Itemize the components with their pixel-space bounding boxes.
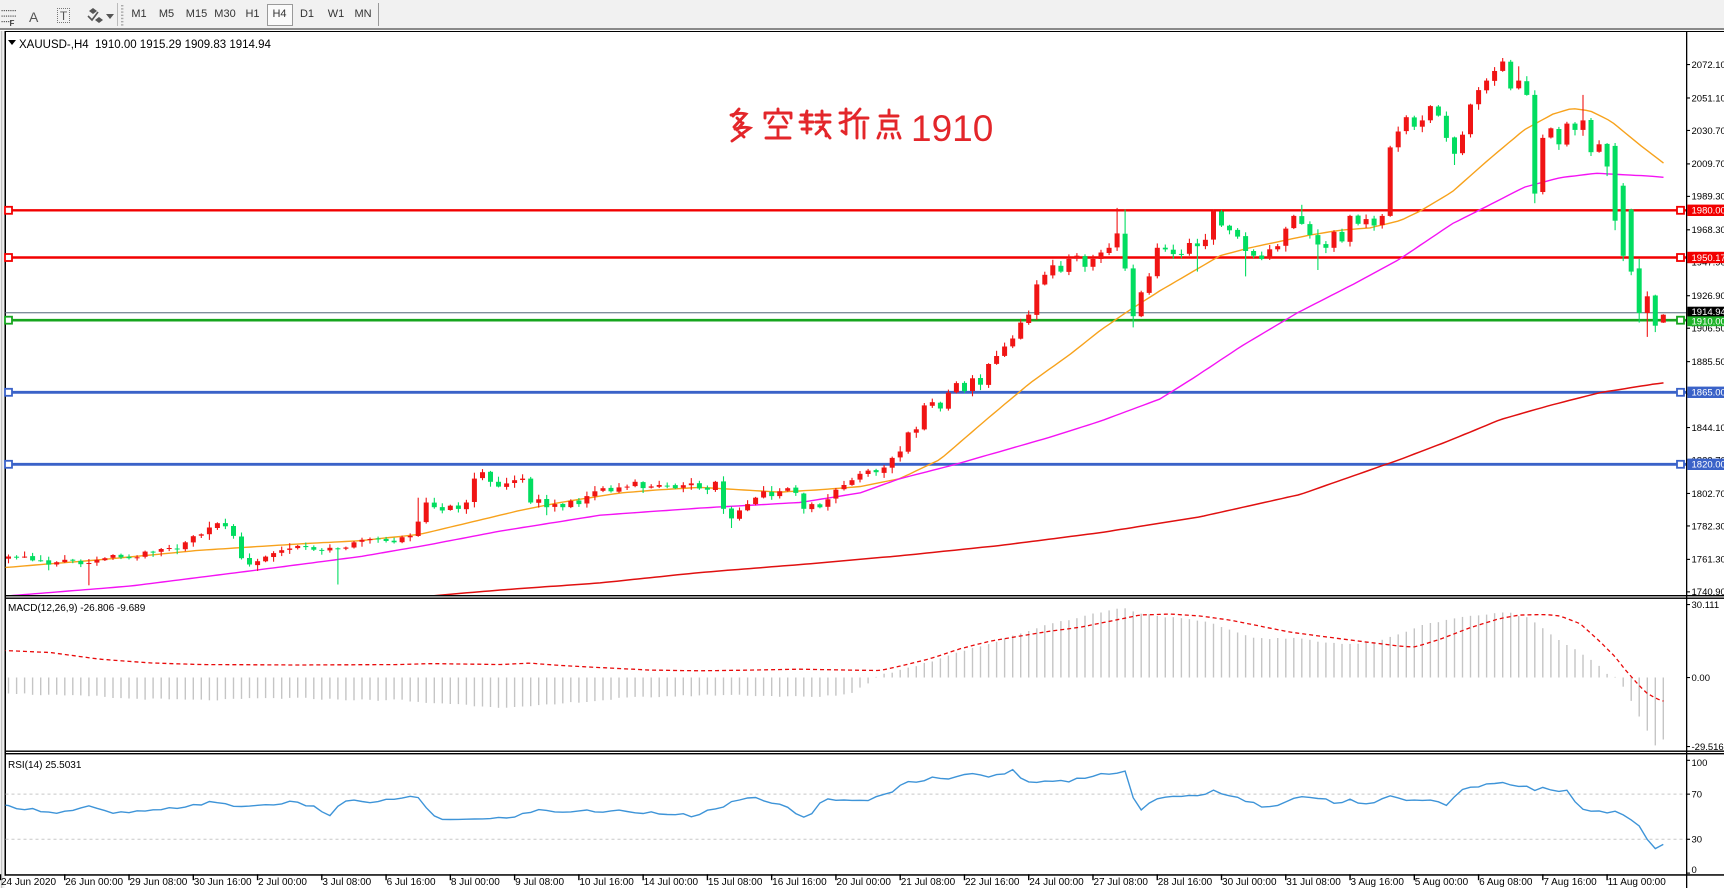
svg-text:20 Jul 00:00: 20 Jul 00:00 — [836, 877, 891, 888]
svg-text:MACD(12,26,9) -26.806 -9.689: MACD(12,26,9) -26.806 -9.689 — [8, 603, 146, 614]
svg-text:15 Jul 08:00: 15 Jul 08:00 — [708, 877, 763, 888]
svg-text:31 Jul 08:00: 31 Jul 08:00 — [1286, 877, 1341, 888]
svg-text:30 Jul 00:00: 30 Jul 00:00 — [1222, 877, 1277, 888]
svg-text:5 Aug 00:00: 5 Aug 00:00 — [1415, 877, 1469, 888]
svg-text:1968.30: 1968.30 — [1692, 225, 1724, 236]
svg-text:1910.00: 1910.00 — [1692, 317, 1724, 328]
svg-text:27 Jul 08:00: 27 Jul 08:00 — [1093, 877, 1148, 888]
svg-text:0: 0 — [1692, 865, 1697, 876]
svg-text:2051.10: 2051.10 — [1692, 93, 1724, 104]
svg-text:-29.516: -29.516 — [1692, 742, 1724, 753]
svg-text:22 Jul 16:00: 22 Jul 16:00 — [965, 877, 1020, 888]
svg-text:1906.50: 1906.50 — [1692, 324, 1724, 335]
svg-text:2009.70: 2009.70 — [1692, 159, 1724, 170]
svg-text:30 Jun 16:00: 30 Jun 16:00 — [194, 877, 252, 888]
svg-text:24 Jul 00:00: 24 Jul 00:00 — [1029, 877, 1084, 888]
svg-text:6 Jul 16:00: 6 Jul 16:00 — [387, 877, 436, 888]
svg-text:1782.30: 1782.30 — [1692, 521, 1724, 532]
svg-text:29 Jun 08:00: 29 Jun 08:00 — [130, 877, 188, 888]
svg-text:1914.94: 1914.94 — [1692, 307, 1724, 318]
svg-text:9 Jul 08:00: 9 Jul 08:00 — [515, 877, 564, 888]
svg-text:RSI(14) 25.5031: RSI(14) 25.5031 — [8, 760, 82, 771]
svg-text:8 Jul 00:00: 8 Jul 00:00 — [451, 877, 500, 888]
svg-text:10 Jul 16:00: 10 Jul 16:00 — [579, 877, 634, 888]
svg-text:1802.70: 1802.70 — [1692, 489, 1724, 500]
svg-text:70: 70 — [1692, 790, 1703, 801]
svg-text:30.111: 30.111 — [1692, 600, 1720, 611]
svg-text:2072.10: 2072.10 — [1692, 60, 1724, 71]
svg-text:30: 30 — [1692, 835, 1703, 846]
svg-text:21 Jul 08:00: 21 Jul 08:00 — [901, 877, 956, 888]
svg-text:3 Aug 16:00: 3 Aug 16:00 — [1351, 877, 1405, 888]
svg-text:1844.10: 1844.10 — [1692, 423, 1724, 434]
svg-text:1885.50: 1885.50 — [1692, 357, 1724, 368]
svg-text:1910: 1910 — [911, 108, 993, 149]
svg-text:28 Jul 16:00: 28 Jul 16:00 — [1158, 877, 1213, 888]
svg-text:1989.30: 1989.30 — [1692, 192, 1724, 203]
svg-text:100: 100 — [1692, 758, 1708, 769]
svg-text:24 Jun 2020: 24 Jun 2020 — [1, 877, 56, 888]
svg-text:2030.70: 2030.70 — [1692, 126, 1724, 137]
svg-text:1926.90: 1926.90 — [1692, 291, 1724, 302]
svg-text:1865.00: 1865.00 — [1692, 388, 1724, 399]
svg-text:11 Aug 00:00: 11 Aug 00:00 — [1608, 877, 1667, 888]
svg-text:14 Jul 00:00: 14 Jul 00:00 — [644, 877, 699, 888]
svg-text:1740.90: 1740.90 — [1692, 587, 1724, 598]
svg-text:0.00: 0.00 — [1692, 673, 1711, 684]
svg-text:26 Jun 00:00: 26 Jun 00:00 — [65, 877, 123, 888]
svg-text:1980.00: 1980.00 — [1692, 206, 1724, 217]
svg-text:1820.00: 1820.00 — [1692, 460, 1724, 471]
svg-text:7 Aug 16:00: 7 Aug 16:00 — [1543, 877, 1597, 888]
svg-text:1950.17: 1950.17 — [1692, 253, 1724, 264]
svg-text:3 Jul 08:00: 3 Jul 08:00 — [322, 877, 371, 888]
svg-text:6 Aug 08:00: 6 Aug 08:00 — [1479, 877, 1533, 888]
svg-text:F: F — [10, 19, 15, 28]
svg-text:1761.30: 1761.30 — [1692, 555, 1724, 566]
svg-text:XAUUSD-,H4 1910.00 1915.29 19: XAUUSD-,H4 1910.00 1915.29 1909.83 1914.… — [19, 39, 272, 51]
svg-text:2 Jul 00:00: 2 Jul 00:00 — [258, 877, 307, 888]
svg-text:16 Jul 16:00: 16 Jul 16:00 — [772, 877, 827, 888]
